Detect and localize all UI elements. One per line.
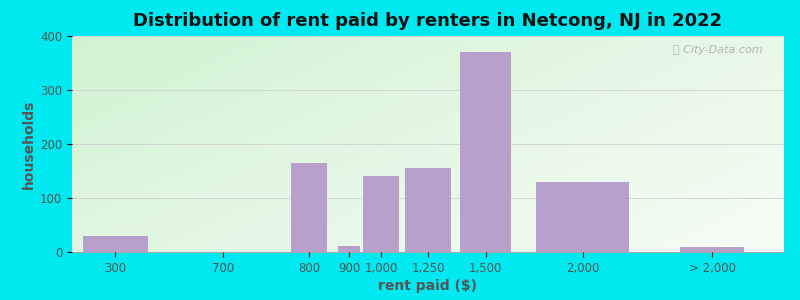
Bar xyxy=(680,247,745,252)
Title: Distribution of rent paid by renters in Netcong, NJ in 2022: Distribution of rent paid by renters in … xyxy=(134,12,722,30)
Y-axis label: households: households xyxy=(22,99,36,189)
Bar xyxy=(338,245,360,252)
Bar xyxy=(363,176,399,252)
Bar xyxy=(405,168,451,252)
Bar xyxy=(291,163,327,252)
X-axis label: rent paid ($): rent paid ($) xyxy=(378,279,478,293)
Bar xyxy=(460,52,510,252)
Text: ⓘ City-Data.com: ⓘ City-Data.com xyxy=(673,45,762,55)
Bar xyxy=(82,236,147,252)
Bar xyxy=(536,182,630,252)
